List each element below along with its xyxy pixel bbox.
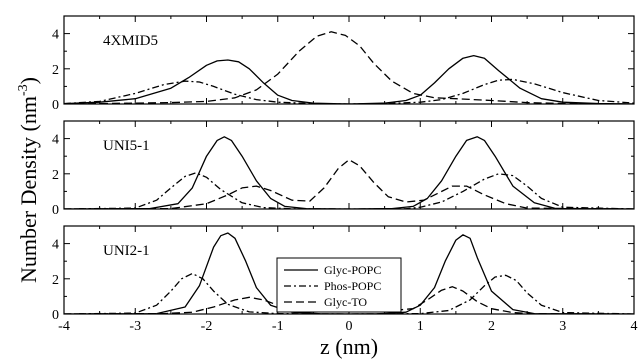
y-tick-label: 4 <box>52 28 59 43</box>
y-tick-label: 4 <box>52 133 59 148</box>
plot-frame <box>63 120 635 210</box>
y-tick-label: 0 <box>52 203 59 218</box>
x-tick-label: 3 <box>559 319 566 334</box>
series-line-phos-popc <box>64 78 634 104</box>
y-axis-title-main: Number Density (nm <box>16 96 41 283</box>
y-tick-label: 4 <box>52 238 59 253</box>
panel-label: UNI5-1 <box>103 138 150 154</box>
x-tick-label: 0 <box>346 319 353 334</box>
y-tick-label: 2 <box>52 273 59 288</box>
x-tick-label: -4 <box>58 319 70 334</box>
y-tick-label: 2 <box>52 63 59 78</box>
y-tick-label: 0 <box>52 308 59 323</box>
legend-label: Phos-POPC <box>324 279 381 293</box>
panel-2: 0 2 4 UNI5-1 <box>52 120 635 218</box>
panel-3: 0 2 4 UNI2-1 <box>52 225 635 323</box>
x-tick-label: 1 <box>417 319 424 334</box>
legend: Glyc-POPC Phos-POPC Glyc-TO <box>276 257 402 313</box>
y-axis-title: Number Density (nm-3) <box>16 77 41 283</box>
series-line-glyc-popc <box>64 136 634 209</box>
x-axis-title: z (nm) <box>320 334 378 359</box>
panel-label: UNI2-1 <box>103 243 150 259</box>
panel-label: 4XMID5 <box>103 33 158 49</box>
y-axis-title-close: ) <box>16 77 41 84</box>
y-tick-label: 2 <box>52 168 59 183</box>
series-line-glyc-to <box>64 159 634 209</box>
legend-label: Glyc-POPC <box>324 263 381 277</box>
legend-box <box>276 257 402 313</box>
series-line-glyc-to <box>64 31 634 104</box>
x-tick-label: -1 <box>272 319 284 334</box>
x-tick-label: -2 <box>201 319 213 334</box>
series-line-phos-popc <box>64 272 634 314</box>
series-line-phos-popc <box>64 172 634 209</box>
x-tick-label: -3 <box>129 319 141 334</box>
series-line-glyc-popc <box>64 232 634 314</box>
panel-1: 0 2 4 4XMID5 <box>52 15 635 113</box>
y-tick-label: 0 <box>52 98 59 113</box>
series-line-glyc-to <box>64 286 634 314</box>
plot-frame <box>63 15 635 105</box>
x-tick-label: 4 <box>631 319 638 334</box>
panels-layer: 0 2 4 4XMID5 0 2 4 UNI5-1 0 2 4 UNI2-1 -4 -3 -2 -1 0 1 2 3 4 <box>52 15 638 334</box>
x-tick-label: 2 <box>488 319 495 334</box>
series-line-glyc-popc <box>64 54 634 104</box>
legend-label: Glyc-TO <box>324 295 367 309</box>
y-axis-title-exponent: -3 <box>16 84 31 96</box>
